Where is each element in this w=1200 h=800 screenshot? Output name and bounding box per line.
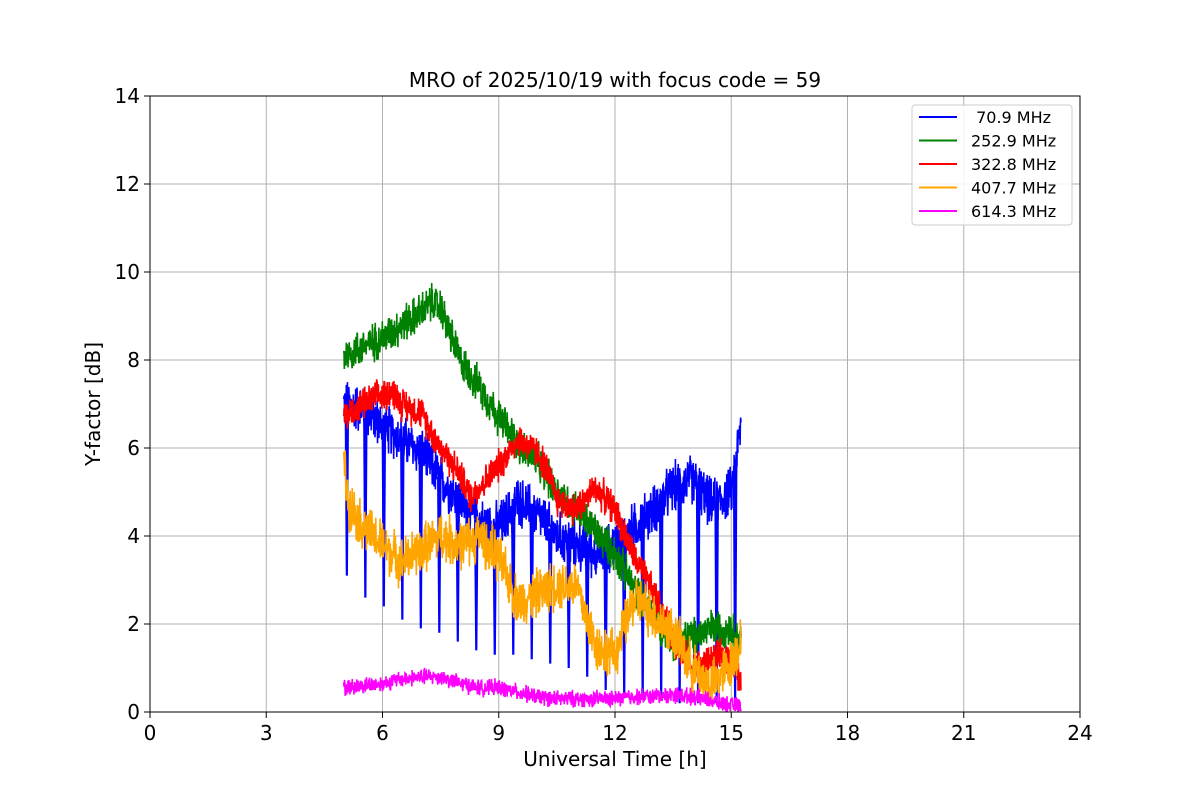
x-tick-label: 18 — [835, 721, 860, 745]
legend-entry: 70.9 MHz — [971, 108, 1051, 127]
y-axis-ticks: 0 2 4 6 8 10 12 14 — [115, 84, 150, 724]
series-line — [342, 450, 742, 707]
y-tick-label: 4 — [127, 524, 140, 548]
series-dip — [510, 507, 516, 655]
series-dip — [418, 452, 424, 629]
legend: 70.9 MHz 252.9 MHz 322.8 MHz 407.7 MHz 614.3… — [911, 104, 1073, 226]
x-tick-label: 9 — [492, 721, 505, 745]
series-dip — [677, 484, 682, 704]
x-axis-ticks: 0 3 6 9 12 15 18 21 24 — [144, 712, 1093, 745]
x-axis-label: Universal Time [h] — [523, 747, 706, 771]
series-dip — [695, 486, 701, 704]
series-line — [342, 382, 742, 579]
x-tick-label: 3 — [260, 721, 273, 745]
series-dip — [437, 476, 442, 633]
x-tick-label: 6 — [376, 721, 389, 745]
legend-entry: 252.9 MHz — [971, 132, 1056, 151]
y-tick-label: 10 — [115, 260, 140, 284]
y-axis-label: Y-factor [dB] — [81, 342, 105, 467]
legend-entry: 407.7 MHz — [971, 179, 1056, 198]
y-tick-label: 12 — [115, 172, 140, 196]
series-dip — [529, 510, 535, 660]
y-tick-label: 14 — [115, 84, 140, 108]
x-tick-label: 15 — [719, 721, 744, 745]
legend-box — [911, 104, 1073, 226]
series-dip — [400, 439, 405, 620]
series-dip — [363, 410, 368, 598]
series-dip — [455, 498, 461, 642]
series-group — [342, 282, 742, 713]
chart-title: MRO of 2025/10/19 with focus code = 59 — [409, 68, 821, 92]
legend-entry: 614.3 MHz — [971, 202, 1056, 221]
x-tick-label: 0 — [144, 721, 157, 745]
x-tick-label: 12 — [602, 721, 627, 745]
y-tick-label: 0 — [127, 700, 140, 724]
series-dip — [584, 549, 590, 677]
series-dip — [381, 426, 387, 607]
y-tick-label: 2 — [127, 612, 140, 636]
series-dip — [603, 549, 608, 691]
x-tick-label: 21 — [951, 721, 976, 745]
y-tick-label: 8 — [127, 348, 140, 372]
series-dip — [492, 526, 498, 655]
x-tick-label: 24 — [1067, 721, 1092, 745]
series-dip — [566, 541, 571, 669]
y-tick-label: 6 — [127, 436, 140, 460]
legend-entry: 322.8 MHz — [971, 155, 1056, 174]
series-line — [342, 667, 742, 713]
